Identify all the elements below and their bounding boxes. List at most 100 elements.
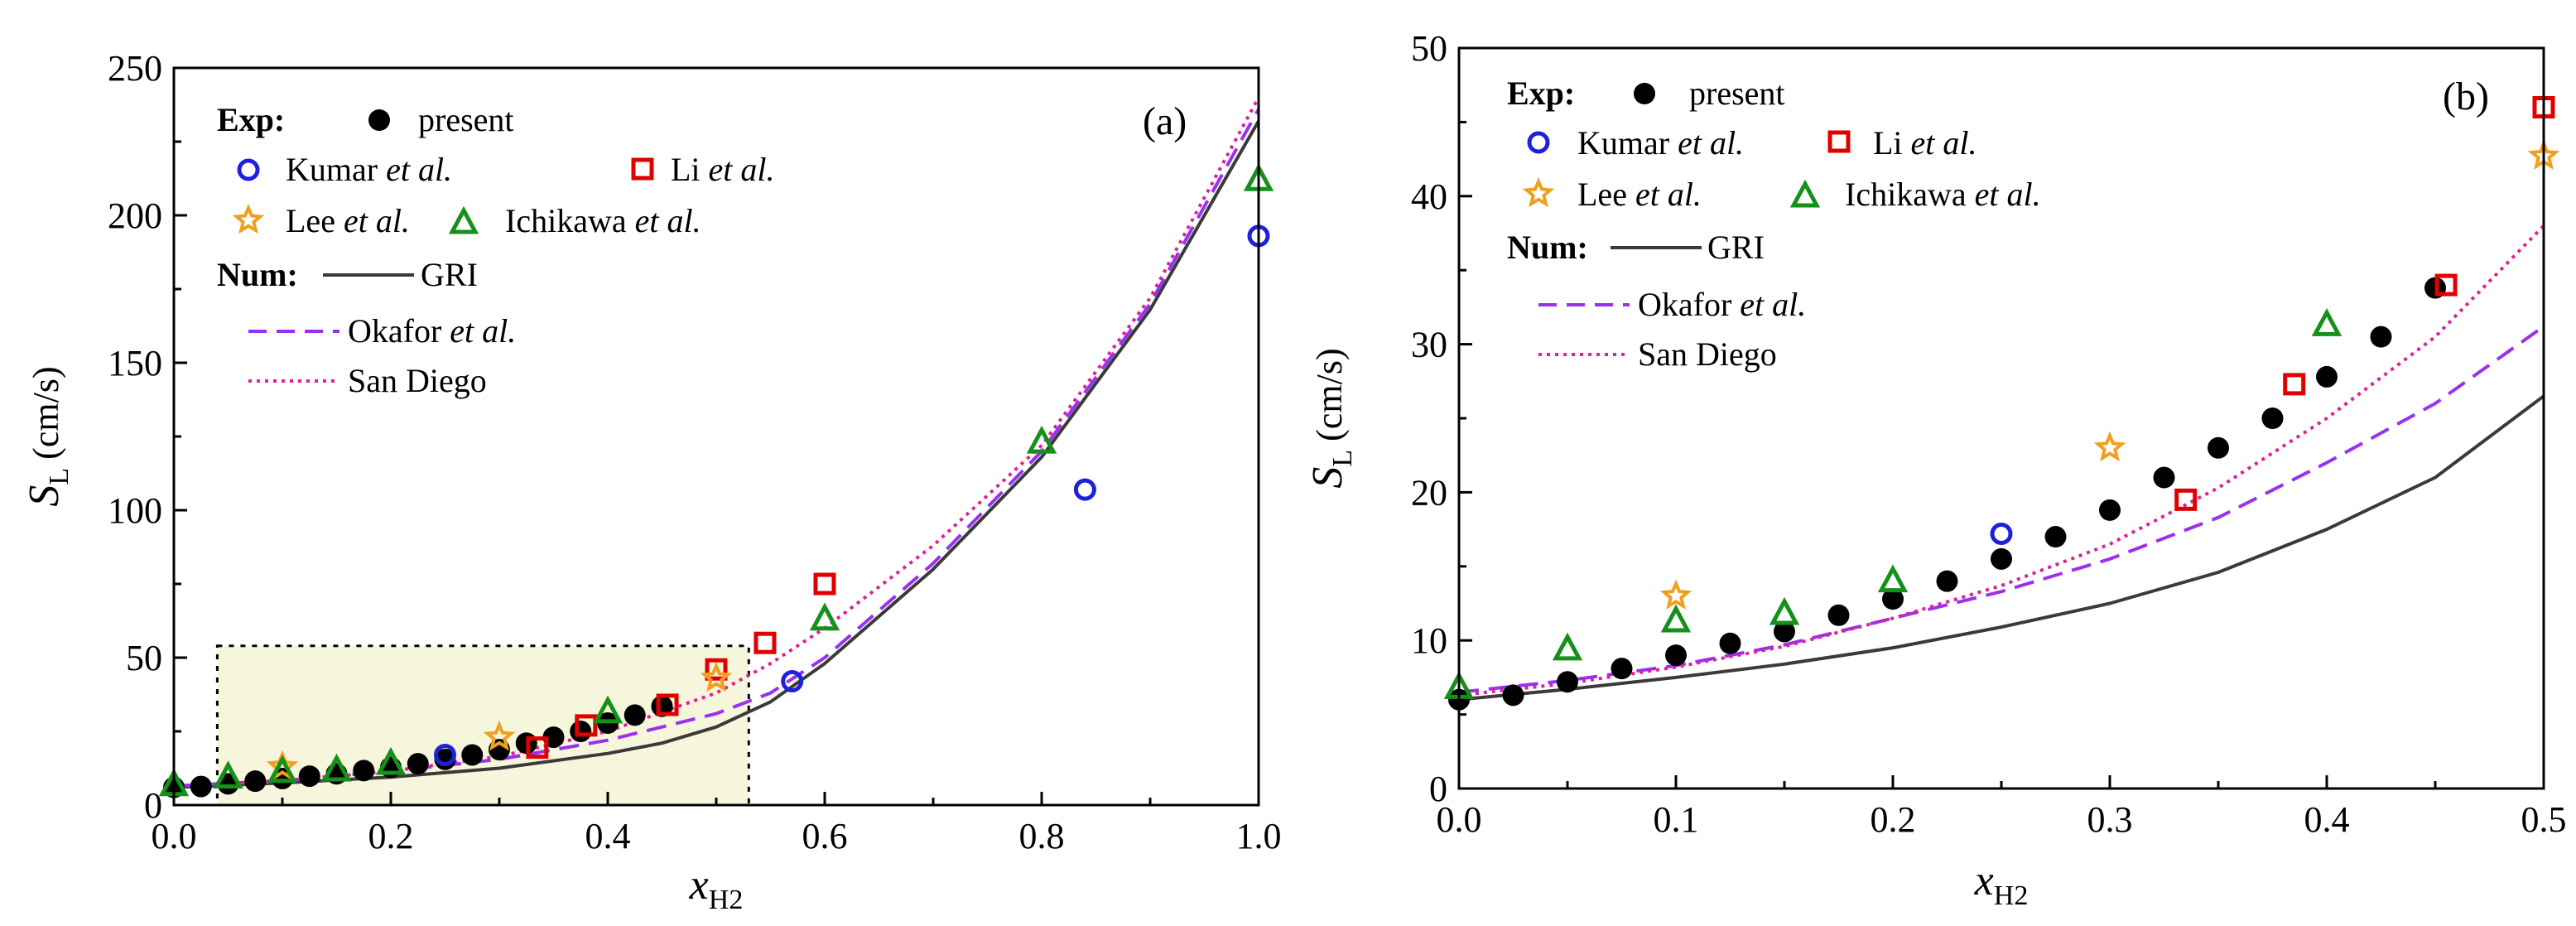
legend-b-li-etal: et al. [1911,124,1977,162]
svg-text:Ichikawa et al.: Ichikawa et al. [1845,176,2041,213]
data-point-lee [483,720,516,751]
svg-text:Lee et al.: Lee et al. [286,202,410,239]
x-axis-label-a: xH2 [689,861,744,915]
data-markers-a [158,163,1274,798]
x-tick-label: 0.4 [2304,799,2350,840]
data-point-present [1502,684,1524,707]
y-tick-label: 0 [144,785,162,826]
legend-lee-etal: et al. [344,202,410,239]
x-tick-label: 0.1 [1654,799,1699,840]
data-point-lee [266,750,299,781]
data-point-present [2261,408,2284,429]
data-point-kumar [1073,478,1096,501]
legend-li-marker [631,157,654,181]
data-point-ichikawa [267,755,298,784]
legend-li-etal: et al. [709,151,775,188]
data-point-ichikawa [592,695,624,724]
series-line-okafor [173,108,1260,788]
data-point-present [1557,671,1578,693]
data-point-present [1936,570,1958,592]
data-point-ichikawa [213,760,243,789]
x-tick-label: 1.0 [1236,816,1282,856]
data-point-present [624,704,646,726]
data-point-lee [1659,579,1692,610]
axis-ticks-b: 0.0 0.1 0.2 0.3 0.4 0.5 0 10 20 30 40 50 [1411,28,2567,840]
data-point-li [2174,488,2198,511]
x-tick-label: 0.2 [368,816,414,856]
legend-b-okafor-label: Okafor [1638,286,1731,323]
legend-b-present-marker [1634,83,1655,104]
data-point-ichikawa [1660,604,1692,633]
legend-kumar-etal: et al. [386,151,452,188]
legend-a: Exp: present Kumar et al. Li et al. Lee … [217,101,775,399]
data-point-li [656,693,679,716]
data-point-present [434,748,456,770]
data-point-kumar [434,743,456,766]
panel-label-a: (a) [1143,99,1187,143]
legend-gri-label: GRI [421,256,478,293]
data-point-present [2316,365,2338,388]
legend-b-kumar-marker [1527,131,1550,154]
data-point-ichikawa [1552,632,1583,661]
legend-num-label: Num: [217,256,298,293]
y-tick-label: 150 [108,343,162,383]
legend-b-li-label: Li [1873,124,1903,162]
legend-b-okafor-etal: et al. [1740,286,1806,323]
data-point-ichikawa [2311,308,2342,336]
legend-li-label: Li [671,151,701,188]
y-tick-label: 40 [1411,176,1447,217]
legend-b-lee-label: Lee [1577,176,1627,213]
data-point-present [2370,326,2392,348]
x-tick-label: 0.5 [2521,799,2567,840]
legend-b-ichikawa-etal: et al. [1975,176,2041,213]
y-tick-label: 30 [1411,325,1447,365]
svg-text:Ichikawa et al.: Ichikawa et al. [505,202,701,239]
data-point-present [2208,436,2229,459]
legend-lee-label: Lee [286,202,335,239]
data-point-ichikawa [1026,425,1057,454]
legend-kumar-marker [237,158,260,181]
axis-ticks-a: 0.0 0.2 0.4 0.6 0.8 1.0 0 50 100 150 200 250 [108,48,1282,856]
legend-b-kumar-etal: et al. [1678,124,1744,162]
legend-kumar-label: Kumar [286,151,378,188]
panel-label-b: (b) [2443,75,2489,118]
data-point-present [407,753,429,775]
data-point-present [1827,604,1850,626]
data-point-present [1991,547,2012,570]
chart-panel-a: 0.0 0.2 0.4 0.6 0.8 1.0 0 50 100 150 200 250 (a) Ex… [21,48,1282,915]
legend-b-ichikawa-marker [1789,179,1821,208]
data-point-present [1882,588,1904,610]
legend-b-gri-label: GRI [1707,229,1765,266]
svg-text:Li et al.: Li et al. [1873,124,1977,162]
svg-text:Kumar et al.: Kumar et al. [286,151,452,188]
y-tick-label: 100 [108,490,162,531]
data-point-present [298,765,320,788]
data-point-kumar [1990,522,2013,545]
data-point-present [190,775,212,798]
x-tick-label: 0.3 [2087,799,2133,840]
legend-ichikawa-label: Ichikawa [505,202,627,239]
x-tick-label: 0.2 [1871,799,1916,840]
y-tick-label: 20 [1411,472,1447,513]
series-line-okafor [1458,325,2545,694]
data-point-lee [700,661,733,692]
y-tick-label: 50 [1411,28,1447,69]
y-tick-label: 250 [108,48,162,89]
data-point-li [2434,273,2458,297]
legend-okafor-label: Okafor [348,312,441,350]
legend-b-present-label: present [1689,75,1785,112]
data-point-present [1665,644,1687,667]
legend-b-kumar-label: Kumar [1577,124,1669,162]
y-tick-label: 10 [1411,620,1447,661]
data-point-ichikawa [1877,564,1909,593]
legend-b: Exp: present Kumar et al. Li et al. Lee … [1507,75,2041,373]
series-line-gri [1458,394,2545,702]
legend-b-exp-label: Exp: [1507,75,1575,112]
data-point-li [705,658,728,681]
svg-text:Li et al.: Li et al. [671,151,775,188]
data-point-li [754,631,777,654]
legend-lee-marker [232,203,265,234]
data-point-present [2099,499,2121,521]
data-markers-b [1443,96,2560,711]
